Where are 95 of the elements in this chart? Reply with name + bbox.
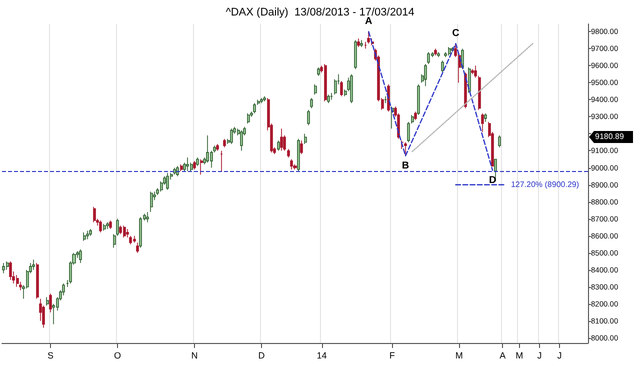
candlestick xyxy=(160,180,163,192)
candlestick xyxy=(357,38,360,48)
data-label: C xyxy=(452,28,460,40)
data-label: D xyxy=(488,174,496,186)
candlestick xyxy=(293,164,297,170)
candlestick xyxy=(484,112,487,122)
candlestick xyxy=(6,260,9,270)
candlestick xyxy=(434,48,437,56)
candlestick xyxy=(36,262,39,300)
candlestick xyxy=(417,84,420,116)
x-tick-label: J xyxy=(557,350,562,360)
candlestick xyxy=(344,89,347,97)
candlestick xyxy=(300,140,303,155)
text: 9180.89 xyxy=(595,132,624,141)
candlestick xyxy=(240,130,243,152)
candlestick xyxy=(324,64,327,102)
candlestick xyxy=(384,96,387,104)
candlestick xyxy=(230,128,233,144)
candlestick xyxy=(498,135,501,148)
candlestick xyxy=(317,66,320,76)
x-tick-label: M xyxy=(516,350,524,360)
candlestick xyxy=(49,293,52,313)
x-tick-label: F xyxy=(389,350,396,360)
candlestick xyxy=(471,68,474,75)
candlestick xyxy=(437,52,440,58)
candlestick xyxy=(404,142,407,156)
candlestick xyxy=(277,140,280,152)
data-label: B xyxy=(402,160,410,172)
candlestick xyxy=(93,206,96,223)
candlestick xyxy=(86,230,89,240)
candlestick xyxy=(186,157,189,172)
candlestick xyxy=(146,212,149,223)
candlestick xyxy=(16,274,19,288)
candlestick xyxy=(139,216,142,248)
candlestick xyxy=(350,74,353,104)
x-tick-label: M xyxy=(455,350,463,360)
x-tick-label: D xyxy=(258,350,266,360)
candlestick xyxy=(263,96,266,102)
candlestick xyxy=(133,235,136,244)
candlestick xyxy=(424,64,427,86)
candlestick xyxy=(354,40,357,70)
x-tick-label: A xyxy=(500,350,506,360)
candlestick xyxy=(314,84,317,96)
candlestick xyxy=(494,158,497,182)
candlestick xyxy=(103,224,106,232)
x-tick-label: N xyxy=(191,350,198,360)
candlestick xyxy=(2,262,5,274)
candlestick xyxy=(280,128,283,152)
data-label: A xyxy=(365,16,372,28)
candlestick xyxy=(150,191,153,212)
x-tick-label: J xyxy=(537,350,542,360)
candlestick xyxy=(136,242,139,254)
candlestick xyxy=(99,220,102,233)
candlestick xyxy=(340,80,343,97)
candlestick xyxy=(180,164,183,172)
candlestick xyxy=(297,138,300,172)
candlestick xyxy=(468,66,471,94)
candlestick xyxy=(193,160,196,170)
candlestick xyxy=(327,94,330,104)
candlestick xyxy=(9,260,12,280)
candlestick xyxy=(200,158,203,175)
candlestick xyxy=(109,220,112,230)
candlestick xyxy=(220,150,223,172)
candlestick xyxy=(223,138,226,148)
candlestick xyxy=(83,232,86,242)
data-label: 127.20% (8900.29) xyxy=(510,180,580,190)
candlestick xyxy=(216,144,219,152)
candlestick xyxy=(46,296,49,306)
x-tick-label: O xyxy=(114,350,122,360)
candlestick xyxy=(304,133,307,144)
candlestick xyxy=(360,40,363,48)
candlestick xyxy=(307,110,310,126)
candlestick xyxy=(260,98,263,104)
candlestick xyxy=(89,228,92,236)
candlestick xyxy=(441,60,444,73)
candlestick xyxy=(427,52,430,64)
chart-title: ^DAX (Daily) 13/08/2013 - 17/03/2014 xyxy=(226,6,414,18)
candlestick xyxy=(123,225,126,238)
x-tick-label: S xyxy=(48,350,54,360)
candlestick xyxy=(196,157,199,166)
candlestick xyxy=(414,111,417,121)
candlestick xyxy=(166,172,169,190)
candlestick xyxy=(106,222,109,230)
candlestick xyxy=(448,46,451,56)
candlestick xyxy=(290,158,293,170)
candlestick xyxy=(330,92,333,100)
candlestick xyxy=(32,259,35,270)
candlestick xyxy=(79,249,82,264)
candlestick xyxy=(287,148,290,158)
candlestick xyxy=(119,225,122,235)
candlestick xyxy=(247,112,250,124)
x-tick-label: 14 xyxy=(316,350,327,360)
candlestick xyxy=(310,98,313,109)
candlestick xyxy=(481,112,484,132)
candlestick xyxy=(253,102,256,114)
